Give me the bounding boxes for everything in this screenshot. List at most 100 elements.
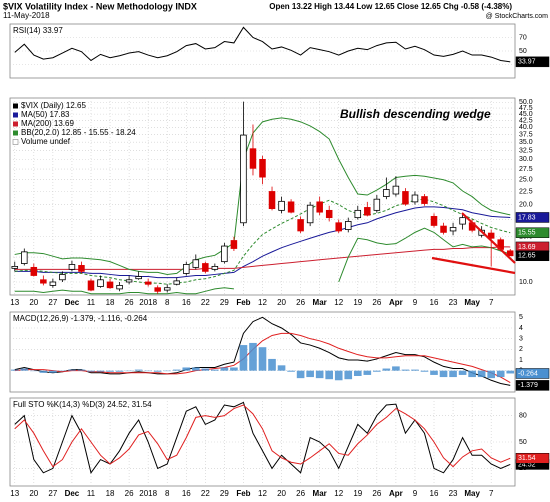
candle-body <box>173 280 181 285</box>
candle-body <box>487 232 495 239</box>
x-tick-label: 16 <box>182 489 191 498</box>
candle-body <box>449 227 457 232</box>
x-tick-label: 12 <box>258 298 267 307</box>
x-tick-label: 20 <box>29 489 38 498</box>
candle-body <box>144 281 152 285</box>
histogram-bar <box>496 370 505 378</box>
histogram-bar <box>144 370 152 372</box>
x-tick-label: 26 <box>372 298 381 307</box>
histogram-bar <box>106 370 114 372</box>
panel-title: MACD(12,26,9) -1.379, -1.116, -0.264 <box>13 314 148 323</box>
histogram-bar <box>220 367 229 371</box>
histogram-bar <box>392 366 400 371</box>
y-tick-label: 47.5 <box>519 105 533 112</box>
histogram-bar <box>191 367 200 371</box>
candle-body <box>192 259 200 268</box>
x-tick-label: 22 <box>201 298 210 307</box>
legend-swatch <box>12 139 19 145</box>
histogram-bar <box>315 370 324 379</box>
histogram-bar <box>153 370 162 372</box>
x-tick-label: 7 <box>489 298 494 307</box>
histogram-bar <box>230 367 238 371</box>
histogram-bar <box>58 370 67 372</box>
x-tick-label: 18 <box>106 489 115 498</box>
histogram-bar <box>258 347 267 371</box>
x-tick-label: 9 <box>413 298 418 307</box>
histogram-bar <box>420 370 429 372</box>
value-tag <box>515 368 550 379</box>
legend-label: Volume undef <box>21 137 71 146</box>
value-tag-label: -1.379 <box>518 382 538 389</box>
histogram-bar <box>487 370 495 379</box>
y-tick-label: 50 <box>519 48 527 55</box>
histogram-bar <box>134 369 143 371</box>
x-tick-label: 29 <box>220 489 229 498</box>
y-tick-label: 35.0 <box>519 139 533 146</box>
x-tick-label: 26 <box>372 489 381 498</box>
candle-body <box>183 264 190 274</box>
legend-label: MA(200) 13.69 <box>21 119 74 128</box>
plot <box>14 26 511 63</box>
histogram-bar <box>373 370 381 372</box>
histogram-bar <box>20 368 29 371</box>
value-tag-label: 33.97 <box>518 59 536 66</box>
candle-body <box>335 222 342 232</box>
x-tick-label: Apr <box>389 489 403 498</box>
histogram-bar <box>344 370 353 380</box>
y-tick-label: 20.0 <box>519 201 533 208</box>
candle-body <box>221 245 228 263</box>
value-tag-label: 15.55 <box>518 230 536 237</box>
y-tick-label: 80 <box>519 412 527 419</box>
quote: Open 13.22 High 13.44 Low 12.65 Close 12… <box>269 2 512 11</box>
y-tick-label: 40.0 <box>519 124 533 131</box>
x-tick-label: 2018 <box>139 298 157 307</box>
panel-title: RSI(14) 33.97 <box>13 26 63 35</box>
candle-body <box>373 198 381 211</box>
histogram-bar <box>87 370 95 372</box>
series-line <box>14 246 511 270</box>
value-tag-label: 24.52 <box>518 461 536 468</box>
plot <box>11 101 514 295</box>
y-tick-label: 50 <box>519 439 527 446</box>
series-line <box>14 404 511 468</box>
series-line <box>14 117 511 275</box>
x-tick-label: 26 <box>296 298 305 307</box>
candle-body <box>440 225 447 233</box>
candle-body <box>287 201 295 213</box>
x-tick-label: Mar <box>313 298 327 307</box>
candle-body <box>383 189 390 197</box>
x-tick-label: 19 <box>353 298 362 307</box>
y-tick-label: 5 <box>519 314 523 321</box>
candle-body <box>106 281 114 289</box>
histogram-bar <box>458 370 467 375</box>
x-tick-label: 23 <box>449 298 458 307</box>
x-tick-label: 18 <box>106 298 115 307</box>
value-tag <box>515 452 550 464</box>
x-tick-label: 9 <box>413 489 418 498</box>
candle-body <box>325 209 333 219</box>
x-tick-label: Mar <box>313 489 327 498</box>
histogram-bar <box>325 370 334 380</box>
legend-label: MA(50) 17.83 <box>21 110 70 119</box>
histogram-bar <box>211 369 219 371</box>
y-tick-label: 70 <box>519 34 527 41</box>
legend-label: $VIX (Daily) 12.65 <box>21 101 86 110</box>
y-tick-label: 30.0 <box>519 156 533 163</box>
y-tick-label: 32.5 <box>519 147 533 154</box>
candle-body <box>421 196 428 204</box>
x-tick-label: 8 <box>165 489 170 498</box>
wedge-line <box>461 212 516 264</box>
series-line <box>14 206 511 279</box>
x-tick-label: 19 <box>353 489 362 498</box>
candle-body <box>87 280 95 291</box>
value-tag <box>515 380 550 391</box>
series-line <box>14 26 511 63</box>
x-tick-label: 11 <box>87 489 96 498</box>
candle-body <box>430 215 438 226</box>
annotation: Bullish descending wedge <box>340 107 491 121</box>
x-tick-label: 20 <box>277 489 286 498</box>
candle-body <box>411 194 419 203</box>
histogram-bar <box>163 370 172 372</box>
candle-body <box>30 266 38 276</box>
